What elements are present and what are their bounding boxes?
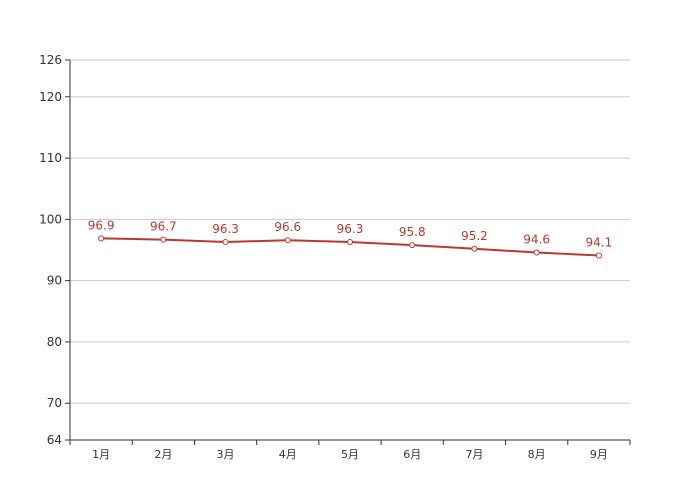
x-tick-label: 3月 <box>217 448 235 461</box>
data-label: 96.3 <box>337 222 364 236</box>
data-label: 96.3 <box>212 222 239 236</box>
x-tick-label: 6月 <box>403 448 421 461</box>
y-tick-label: 80 <box>47 335 62 349</box>
y-tick-label: 120 <box>39 90 62 104</box>
y-tick-label: 70 <box>47 396 62 410</box>
y-tick-label: 100 <box>39 212 62 226</box>
x-tick-label: 7月 <box>465 448 483 461</box>
x-axis-ticks: 1月 2月 3月 4月 5月 6月 7月 8月 9月 <box>69 440 631 461</box>
grid-lines <box>70 59 630 404</box>
series <box>98 235 602 259</box>
y-tick-label: 64 <box>47 433 62 447</box>
data-label: 96.7 <box>150 220 177 234</box>
y-tick-label: 126 <box>39 53 62 67</box>
axes <box>69 60 630 441</box>
data-labels: 96.9 96.7 96.3 96.6 96.3 95.8 95.2 94.6 94.1 <box>88 218 612 249</box>
y-axis-ticks: 64 70 80 90 100 110 120 126 <box>39 53 70 447</box>
x-tick-label: 4月 <box>279 448 297 461</box>
data-point[interactable] <box>284 237 291 244</box>
data-point[interactable] <box>160 236 167 243</box>
data-label: 96.6 <box>274 220 301 234</box>
x-tick-label: 5月 <box>341 448 359 461</box>
data-point[interactable] <box>595 252 602 259</box>
data-label: 96.9 <box>88 218 115 232</box>
x-tick-label: 1月 <box>92 448 110 461</box>
data-point[interactable] <box>471 245 478 252</box>
data-label: 95.2 <box>461 229 488 243</box>
data-point[interactable] <box>222 239 229 246</box>
data-label: 94.1 <box>586 236 613 250</box>
data-point[interactable] <box>533 249 540 256</box>
data-label: 95.8 <box>399 225 426 239</box>
data-point[interactable] <box>98 235 105 242</box>
y-tick-label: 110 <box>39 151 62 165</box>
x-tick-label: 8月 <box>528 448 546 461</box>
x-tick-label: 9月 <box>590 448 608 461</box>
y-tick-label: 90 <box>47 274 62 288</box>
data-point[interactable] <box>347 239 353 246</box>
data-point[interactable] <box>409 242 416 249</box>
data-label: 94.6 <box>523 232 550 246</box>
x-tick-label: 2月 <box>154 448 172 461</box>
